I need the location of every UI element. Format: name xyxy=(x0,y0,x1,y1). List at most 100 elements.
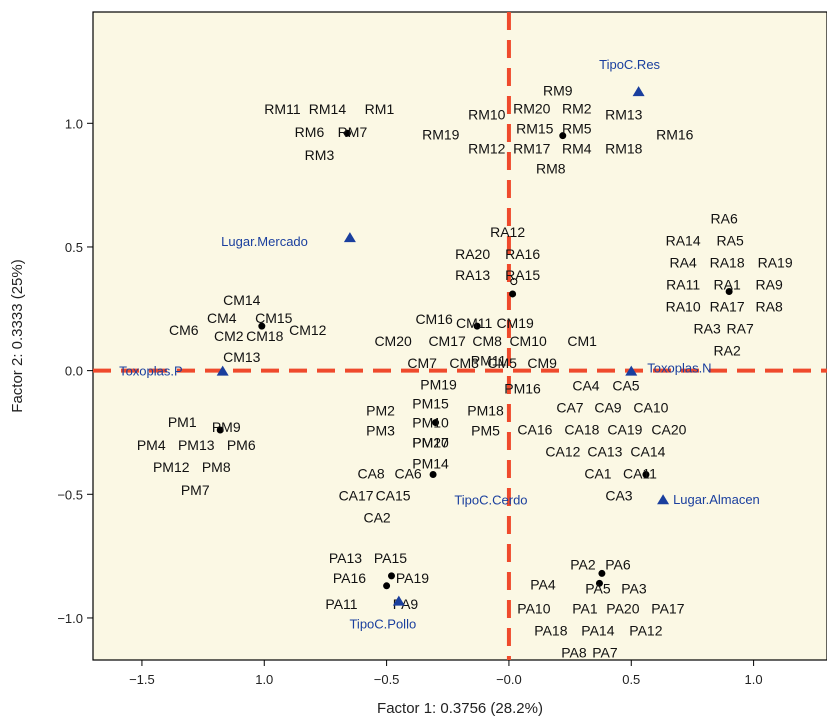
point-label: CA7 xyxy=(556,400,583,416)
point-label: CA12 xyxy=(545,444,580,460)
point-label: CA2 xyxy=(363,510,390,526)
point-label: PM17 xyxy=(412,435,449,451)
plot-background xyxy=(92,11,827,661)
data-points xyxy=(216,129,733,590)
point-label: CA3 xyxy=(605,488,632,504)
point-label: CM10 xyxy=(509,333,547,349)
point-label: CA10 xyxy=(633,400,668,416)
y-tick-label: 0.0 xyxy=(65,364,83,379)
point-label: RA10 xyxy=(666,298,701,314)
point-label: RM19 xyxy=(422,127,460,143)
point-label: CM13 xyxy=(223,349,261,365)
data-point xyxy=(725,287,733,295)
point-label: CM2 xyxy=(214,328,244,344)
point-label: RA20 xyxy=(455,246,490,262)
point-label: RA1 xyxy=(714,276,741,292)
point-label: PM12 xyxy=(153,459,190,475)
data-point xyxy=(598,569,606,577)
y-tick-label: 0.5 xyxy=(65,240,83,255)
point-label: RM2 xyxy=(562,101,592,117)
point-label: PA10 xyxy=(517,600,550,616)
point-label: CM17 xyxy=(428,333,466,349)
point-label: RM4 xyxy=(562,141,592,157)
point-label: CA16 xyxy=(517,422,552,438)
point-label: RM13 xyxy=(605,107,643,123)
point-label: RA8 xyxy=(756,298,783,314)
point-label: PM10 xyxy=(412,415,449,431)
point-label: PA12 xyxy=(629,622,662,638)
y-axis-title: Factor 2: 0.3333 (25%) xyxy=(9,259,26,412)
point-label: CM18 xyxy=(246,328,284,344)
point-label: CA14 xyxy=(630,444,665,460)
supplementary-label: TipoC.Pollo xyxy=(349,617,416,632)
point-label: CA17 xyxy=(339,488,374,504)
point-label: RA11 xyxy=(666,276,700,292)
data-point xyxy=(343,129,351,137)
data-point xyxy=(510,278,518,286)
point-label: CM16 xyxy=(415,311,453,327)
point-label: RM12 xyxy=(468,141,506,157)
y-tick-label: 1.0 xyxy=(65,116,83,131)
point-label: RM14 xyxy=(309,101,347,117)
point-label: CA11 xyxy=(623,466,657,482)
y-tick-label: −1.0 xyxy=(57,611,83,626)
point-label: CM9 xyxy=(527,355,557,371)
supplementary-marker xyxy=(343,232,356,243)
point-label: RA13 xyxy=(455,267,490,283)
point-label: RM8 xyxy=(536,161,566,177)
point-label: RM10 xyxy=(468,107,506,123)
point-label: CA18 xyxy=(564,422,599,438)
point-label: PM1 xyxy=(168,414,197,430)
data-point xyxy=(509,290,517,298)
supplementary-marker xyxy=(625,365,638,376)
point-label: CM20 xyxy=(374,333,412,349)
point-label: RA5 xyxy=(717,232,744,248)
x-tick-label: −0.5 xyxy=(374,672,400,687)
point-label: RA14 xyxy=(666,232,701,248)
point-label: CM15 xyxy=(255,310,293,326)
y-axis: 1.0 0.5 0.0 −0.5 −1.0 xyxy=(57,116,93,626)
point-label: RA17 xyxy=(710,298,745,314)
supplementary-label: Lugar.Mercado xyxy=(221,234,308,249)
point-label: CA19 xyxy=(607,422,642,438)
supplementary-categories: TipoC.Res Lugar.Mercado Toxoplas.P Toxoplas… xyxy=(119,57,760,631)
point-label: PA1 xyxy=(572,600,598,616)
point-label: RM20 xyxy=(513,101,551,117)
point-label: RA2 xyxy=(714,342,741,358)
point-label: RA3 xyxy=(694,320,721,336)
point-label: PA3 xyxy=(621,580,647,596)
point-label: CM3 xyxy=(449,355,479,371)
supplementary-label: Toxoplas.N xyxy=(647,361,711,376)
point-label: PM7 xyxy=(181,482,210,498)
point-label: CA15 xyxy=(376,488,411,504)
point-label: PM16 xyxy=(504,381,541,397)
point-label: PA19 xyxy=(396,570,429,586)
point-label: RA4 xyxy=(670,254,697,270)
point-label: PA15 xyxy=(374,550,407,566)
data-point xyxy=(595,579,603,587)
point-label: RM5 xyxy=(562,121,592,137)
data-point xyxy=(559,132,567,140)
point-label: PA7 xyxy=(592,644,618,660)
point-label: RM16 xyxy=(656,127,694,143)
point-label: CA5 xyxy=(612,378,639,394)
point-label: RM17 xyxy=(513,141,551,157)
point-label: CM4 xyxy=(207,310,237,326)
supplementary-label: TipoC.Cerdo xyxy=(454,492,527,507)
supplementary-marker xyxy=(632,86,645,97)
point-label: RM18 xyxy=(605,141,643,157)
point-label: PM9 xyxy=(212,419,241,435)
point-label: CM5 xyxy=(487,355,517,371)
point-label: PM15 xyxy=(412,396,449,412)
point-label: CM12 xyxy=(289,322,327,338)
point-label: RM9 xyxy=(543,83,573,99)
point-label: CA8 xyxy=(357,466,384,482)
data-point xyxy=(642,471,650,479)
supplementary-marker xyxy=(392,595,405,606)
x-axis-title: Factor 1: 0.3756 (28.2%) xyxy=(377,700,543,717)
supplementary-label: Lugar.Almacen xyxy=(673,492,760,507)
point-label: PA11 xyxy=(325,596,357,612)
point-label: RM11 xyxy=(264,101,301,117)
point-label: CA4 xyxy=(572,378,599,394)
